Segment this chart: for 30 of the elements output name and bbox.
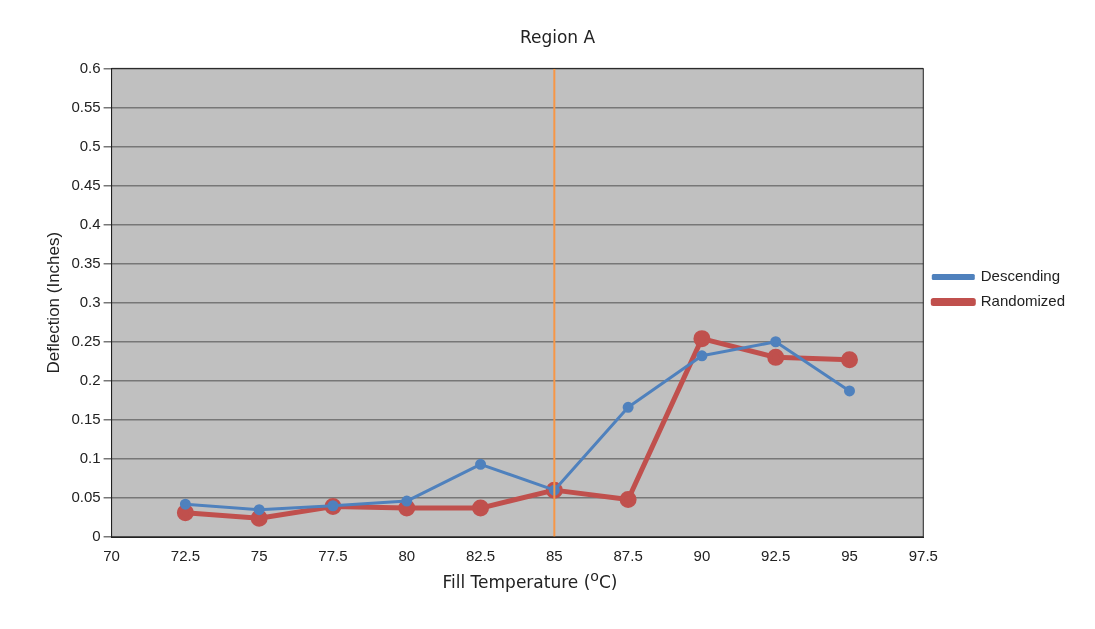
- y-tick-label: 0.35: [71, 253, 101, 271]
- x-tick-label: 82.5: [465, 547, 496, 565]
- legend-label: Descending: [980, 267, 1060, 285]
- x-axis-title: Fill Temperature ($^{o}$C): [441, 568, 619, 592]
- x-tick-label: 97.5: [908, 547, 938, 565]
- x-tick-label: 75: [250, 547, 268, 565]
- y-tick-label: 0.6: [79, 58, 101, 76]
- y-tick-label: 0.4: [79, 214, 101, 232]
- x-tick-label: 70: [103, 547, 120, 565]
- x-tick-label: 90: [693, 547, 711, 565]
- y-axis-title: Deflection (Inches): [43, 231, 63, 374]
- chart-title: Region A: [519, 26, 596, 47]
- legend-label: Randomized: [980, 292, 1065, 310]
- x-tick-label: 87.5: [613, 547, 643, 565]
- x-tick-label: 80: [398, 547, 416, 565]
- y-tick-label: 0.3: [79, 292, 101, 310]
- y-tick-label: 0.25: [71, 331, 101, 349]
- y-tick-label: 0.5: [79, 136, 101, 154]
- y-tick-label: 0.45: [71, 175, 101, 193]
- x-tick-label: 92.5: [761, 547, 791, 565]
- y-tick-label: 0.1: [79, 449, 101, 467]
- y-tick-label: 0.2: [79, 370, 101, 388]
- y-tick-label: 0.05: [71, 488, 101, 506]
- y-tick-label: 0: [92, 527, 101, 545]
- x-tick-label: 72.5: [170, 547, 200, 565]
- x-tick-label: 85: [545, 547, 563, 565]
- x-tick-label: 77.5: [318, 547, 348, 565]
- y-tick-label: 0.55: [71, 97, 101, 115]
- y-tick-label: 0.15: [71, 409, 101, 427]
- x-tick-label: 95: [841, 547, 858, 565]
